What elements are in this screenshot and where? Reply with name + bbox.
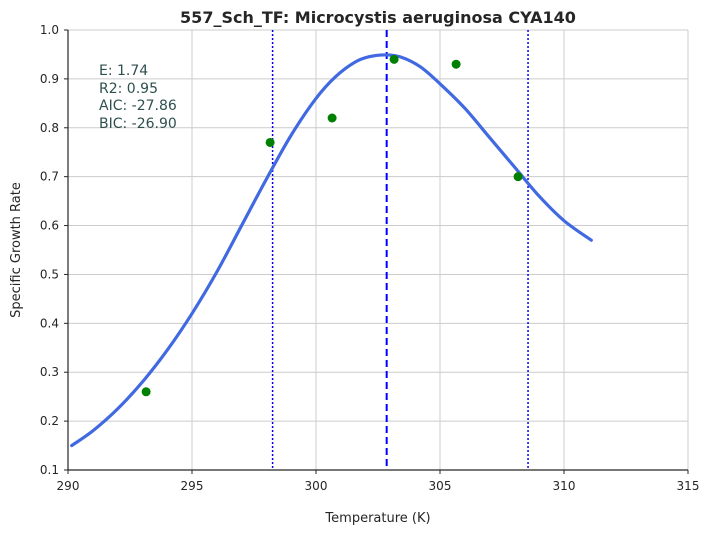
- y-tick-label: 1.0: [40, 23, 59, 37]
- x-tick-label: 315: [677, 479, 700, 493]
- data-points: [141, 54, 523, 397]
- chart-title: 557_Sch_TF: Microcystis aeruginosa CYA14…: [180, 8, 576, 27]
- x-tick-labels: 290 295 300 305 310 315: [57, 479, 700, 493]
- grid: [67, 29, 689, 471]
- data-point: [513, 172, 523, 182]
- y-tick-label: 0.8: [40, 121, 59, 135]
- data-point: [327, 113, 337, 123]
- y-tick-label: 0.9: [40, 72, 59, 86]
- x-tick-label: 295: [181, 479, 204, 493]
- data-point: [451, 59, 461, 69]
- fit-statistics: E: 1.74 R2: 0.95 AIC: -27.86 BIC: -26.90: [99, 63, 177, 132]
- data-point: [389, 54, 399, 64]
- y-tick-label: 0.1: [40, 463, 59, 477]
- x-tick-label: 290: [57, 479, 80, 493]
- stat-e: E: 1.74: [99, 63, 148, 79]
- y-axis-label: Specific Growth Rate: [9, 182, 24, 318]
- y-tick-label: 0.2: [40, 414, 59, 428]
- x-axis-label: Temperature (K): [324, 511, 430, 526]
- data-point: [141, 387, 151, 397]
- data-point: [265, 137, 275, 147]
- stat-aic: AIC: -27.86: [99, 98, 177, 114]
- stat-bic: BIC: -26.90: [99, 116, 177, 132]
- y-tick-label: 0.4: [40, 316, 59, 330]
- y-tick-labels: 0.1 0.2 0.3 0.4 0.5 0.6 0.7 0.8 0.9 1.0: [40, 23, 59, 477]
- fit-curve-layer: [70, 53, 593, 448]
- stat-r2: R2: 0.95: [99, 81, 158, 97]
- x-tick-label: 300: [305, 479, 328, 493]
- y-tick-label: 0.7: [40, 170, 59, 184]
- y-tick-label: 0.5: [40, 267, 59, 281]
- axes: [64, 29, 689, 474]
- y-tick-label: 0.3: [40, 365, 59, 379]
- x-tick-label: 305: [429, 479, 452, 493]
- reference-lines: [271, 30, 529, 470]
- y-tick-label: 0.6: [40, 219, 59, 233]
- x-tick-label: 310: [553, 479, 576, 493]
- fit-curve: [70, 53, 593, 448]
